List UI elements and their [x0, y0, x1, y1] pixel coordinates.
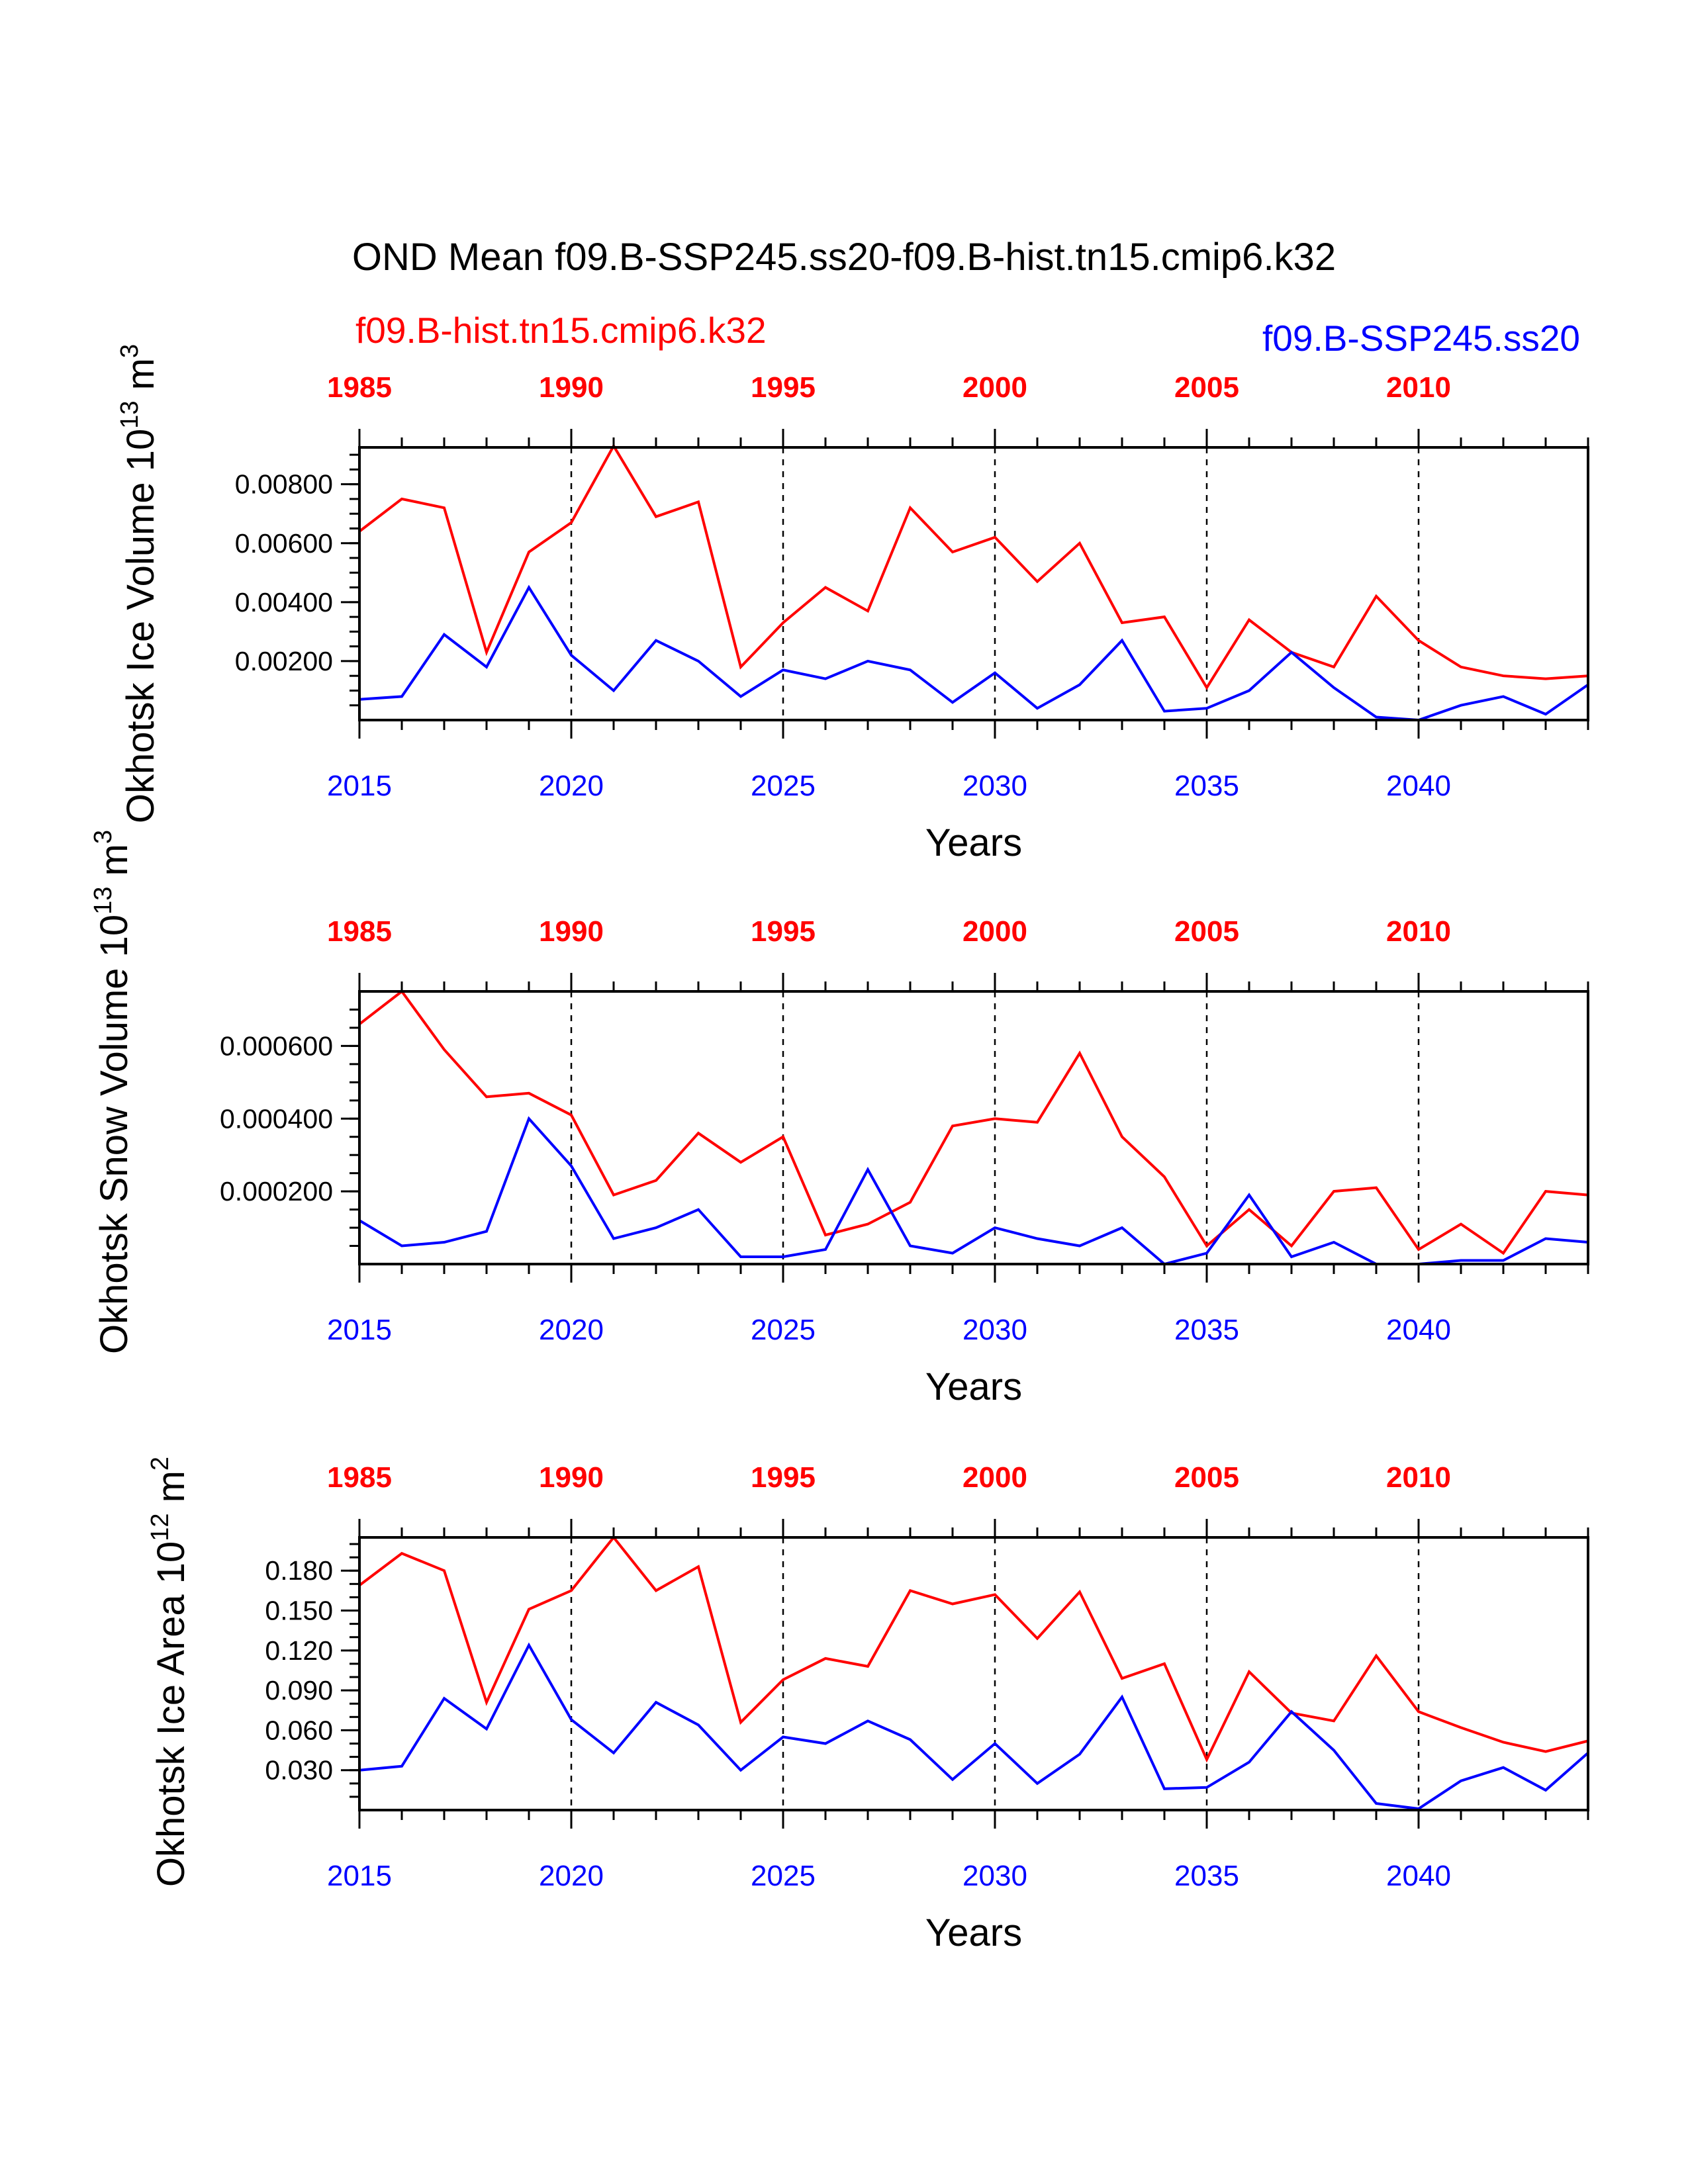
- y-axis-label: Okhotsk Snow Volume 1013 m3: [89, 830, 136, 1354]
- x-tick-label-bottom: 2015: [327, 1860, 392, 1892]
- y-tick-label: 0.000400: [220, 1103, 333, 1134]
- y-tick-label: 0.120: [265, 1635, 333, 1666]
- x-tick-label-top: 1995: [751, 1461, 816, 1494]
- panel-3: 0.030 0.060 0.090 0.120 0.150 0.180 2015 1985 20…: [146, 1457, 1589, 1954]
- plot-frame: [358, 1536, 1589, 1811]
- y-tick-label: 0.00600: [235, 528, 333, 559]
- series-line-ssp: [359, 1642, 1589, 1811]
- x-tick-label-bottom: 2030: [962, 1314, 1027, 1346]
- series-line-hist: [358, 1535, 1589, 1763]
- panel-1: 0.00200 0.00400 0.00600 0.00800 2015 1985 2020…: [116, 344, 1589, 864]
- x-tick-label-bottom: 2015: [327, 770, 392, 802]
- panels: 0.00200 0.00400 0.00600 0.00800 2015 1985 2020…: [89, 344, 1589, 1954]
- x-tick-label-top: 1995: [751, 915, 816, 948]
- y-axis-label: Okhotsk Ice Area 1012 m2: [146, 1457, 193, 1887]
- y-axis-label-ylabel-unit-exp: 3: [89, 830, 117, 844]
- x-tick-label-bottom: 2020: [539, 770, 604, 802]
- y-axis-label-ylabel-unit-exp: 3: [116, 344, 144, 358]
- y-axis-label-ylabel-exp: 12: [146, 1514, 174, 1541]
- x-tick-label-bottom: 2025: [751, 1860, 816, 1892]
- x-tick-label-top: 2000: [962, 1461, 1027, 1494]
- x-tick-label-bottom: 2015: [327, 1314, 392, 1346]
- x-tick-label-bottom: 2025: [751, 1314, 816, 1346]
- x-tick-label-top: 2010: [1386, 1461, 1451, 1494]
- y-axis-label-ylabel: Okhotsk Ice Area 10: [150, 1541, 193, 1887]
- x-tick-label-top: 2005: [1174, 1461, 1239, 1494]
- y-axis-label-ylabel-unit: m: [150, 1471, 193, 1513]
- x-tick-label-bottom: 2030: [962, 770, 1027, 802]
- x-tick-label-top: 1985: [327, 915, 392, 948]
- y-axis-label: Okhotsk Ice Volume 1013 m3: [116, 344, 162, 823]
- y-tick-label: 0.060: [265, 1715, 333, 1745]
- y-axis-label-ylabel-unit-exp: 2: [146, 1457, 174, 1471]
- x-tick-label-top: 2005: [1174, 915, 1239, 948]
- x-axis-label: Years: [925, 821, 1022, 864]
- x-tick-label-top: 2000: [962, 371, 1027, 404]
- series-line-ssp: [358, 1116, 1589, 1266]
- plot-frame: [358, 446, 1589, 721]
- series-line-hist: [358, 443, 1589, 690]
- y-tick-label: 0.150: [265, 1596, 333, 1626]
- x-tick-label-top: 2010: [1386, 371, 1451, 404]
- y-tick-label: 0.030: [265, 1755, 333, 1786]
- x-axis-label: Years: [925, 1365, 1022, 1408]
- x-tick-label-top: 1985: [327, 371, 392, 404]
- x-tick-label-bottom: 2025: [751, 770, 816, 802]
- y-tick-label: 0.180: [265, 1555, 333, 1586]
- x-tick-label-bottom: 2040: [1386, 770, 1451, 802]
- x-tick-label-bottom: 2030: [962, 1860, 1027, 1892]
- x-tick-label-bottom: 2035: [1174, 1860, 1239, 1892]
- y-tick-label: 0.090: [265, 1675, 333, 1706]
- x-tick-label-top: 1990: [539, 371, 604, 404]
- x-tick-label-top: 2010: [1386, 915, 1451, 948]
- chart-title: OND Mean f09.B-SSP245.ss20-f09.B-hist.tn…: [352, 236, 1336, 279]
- y-axis-label-ylabel-unit: m: [119, 358, 162, 400]
- x-tick-label-bottom: 2020: [539, 1314, 604, 1346]
- y-tick-label: 0.000600: [220, 1030, 333, 1061]
- x-tick-label-bottom: 2035: [1174, 1314, 1239, 1346]
- legend-hist-label: f09.B-hist.tn15.cmip6.k32: [355, 310, 767, 351]
- x-tick-label-top: 2000: [962, 915, 1027, 948]
- y-axis-label-ylabel: Okhotsk Snow Volume 10: [93, 915, 136, 1354]
- x-tick-label-top: 1995: [751, 371, 816, 404]
- x-tick-label-top: 1990: [539, 1461, 604, 1494]
- x-tick-label-bottom: 2035: [1174, 770, 1239, 802]
- x-tick-label-bottom: 2020: [539, 1860, 604, 1892]
- y-axis-label-ylabel: Okhotsk Ice Volume 10: [119, 429, 162, 823]
- x-axis-label: Years: [925, 1911, 1022, 1954]
- y-axis-label-ylabel-unit: m: [93, 844, 136, 886]
- x-tick-label-bottom: 2040: [1386, 1860, 1451, 1892]
- y-tick-label: 0.00400: [235, 587, 333, 617]
- x-tick-label-top: 1990: [539, 915, 604, 948]
- series-line-hist: [358, 989, 1589, 1255]
- x-tick-label-top: 1985: [327, 1461, 392, 1494]
- y-tick-label: 0.000200: [220, 1176, 333, 1206]
- plot-frame: [358, 990, 1589, 1265]
- x-tick-label-bottom: 2040: [1386, 1314, 1451, 1346]
- panel-2: 0.000200 0.000400 0.000600 2015 1985 2020 1990…: [89, 830, 1589, 1408]
- series-line-ssp: [359, 584, 1589, 722]
- y-axis-label-ylabel-exp: 13: [89, 887, 117, 915]
- legend-ssp-label: f09.B-SSP245.ss20: [1262, 318, 1580, 359]
- y-axis-label-ylabel-exp: 13: [116, 400, 144, 428]
- x-tick-label-top: 2005: [1174, 371, 1239, 404]
- y-tick-label: 0.00800: [235, 469, 333, 500]
- y-tick-label: 0.00200: [235, 646, 333, 676]
